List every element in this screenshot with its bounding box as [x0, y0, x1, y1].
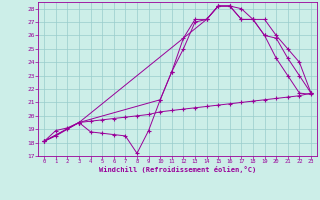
- X-axis label: Windchill (Refroidissement éolien,°C): Windchill (Refroidissement éolien,°C): [99, 166, 256, 173]
